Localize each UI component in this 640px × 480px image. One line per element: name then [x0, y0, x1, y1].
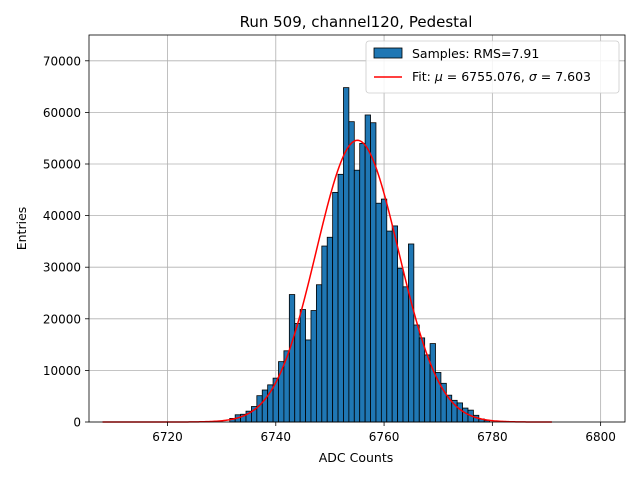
y-tick-label-2: 20000 [43, 312, 81, 326]
y-tick-label-5: 50000 [43, 158, 81, 172]
y-tick-label-0: 0 [73, 416, 81, 430]
histogram-bar [359, 142, 366, 423]
histogram-bar [343, 87, 350, 423]
legend: Samples: RMS=7.91 Fit: μ = 6755.076, σ =… [365, 40, 620, 94]
histogram-bar [424, 354, 431, 423]
legend-swatch-samples [373, 47, 403, 59]
x-tick-label-4: 6800 [585, 430, 616, 444]
histogram-bar [256, 395, 263, 423]
histogram-bar [456, 402, 463, 423]
histogram-bar [348, 121, 355, 423]
legend-box [365, 40, 620, 94]
histogram-bar [310, 310, 317, 423]
y-axis-label: Entries [14, 207, 29, 251]
x-tick-label-3: 6780 [477, 430, 508, 444]
histogram-bar [337, 173, 344, 423]
histogram-bar [380, 198, 388, 423]
y-tick-label-4: 40000 [43, 209, 81, 223]
histogram-bar [305, 339, 312, 423]
histogram-bar [288, 294, 296, 423]
histogram-bar [402, 286, 409, 423]
histogram-bar [326, 236, 334, 423]
histogram-bar [408, 243, 415, 423]
histogram-bar [386, 230, 393, 423]
x-tick-label-1: 6740 [261, 430, 292, 444]
x-tick-label-0: 6720 [152, 430, 183, 444]
y-tick-label-1: 10000 [43, 364, 81, 378]
histogram-bar [321, 245, 328, 423]
legend-label-samples: Samples: RMS=7.91 [412, 46, 539, 61]
histogram-bar [375, 202, 382, 423]
legend-label-fit: Fit: μ = 6755.076, σ = 7.603 [412, 69, 591, 84]
histogram-bar [370, 122, 377, 423]
histogram-bar [267, 384, 274, 423]
histogram-bar [462, 407, 469, 423]
histogram-bar [332, 191, 339, 423]
histogram-bar [413, 324, 420, 423]
y-tick-label-3: 30000 [43, 261, 81, 275]
histogram-bar [429, 343, 436, 423]
x-axis-label: ADC Counts [319, 450, 394, 465]
histogram-bars [229, 87, 491, 423]
histogram-bar [294, 323, 301, 423]
histogram-bar [299, 309, 306, 423]
y-tick-label-7: 70000 [43, 54, 81, 68]
histogram-bar [364, 114, 371, 423]
histogram-bar [397, 267, 404, 423]
histogram-bar [391, 225, 399, 423]
plot-frame [88, 34, 626, 423]
x-axis-ticks: 6720 6740 6760 6780 6800 [152, 422, 616, 444]
histogram-bar [418, 337, 426, 423]
y-tick-label-6: 60000 [43, 106, 81, 120]
y-axis-ticks: 0 10000 20000 30000 40000 50000 60000 70000 [43, 54, 89, 430]
histogram-bar [261, 389, 269, 423]
histogram-bar [315, 284, 323, 423]
x-tick-label-2: 6760 [369, 430, 400, 444]
histogram-bar [440, 382, 447, 423]
histogram-bar [353, 169, 361, 423]
chart-title: Run 509, channel120, Pedestal [240, 13, 473, 31]
